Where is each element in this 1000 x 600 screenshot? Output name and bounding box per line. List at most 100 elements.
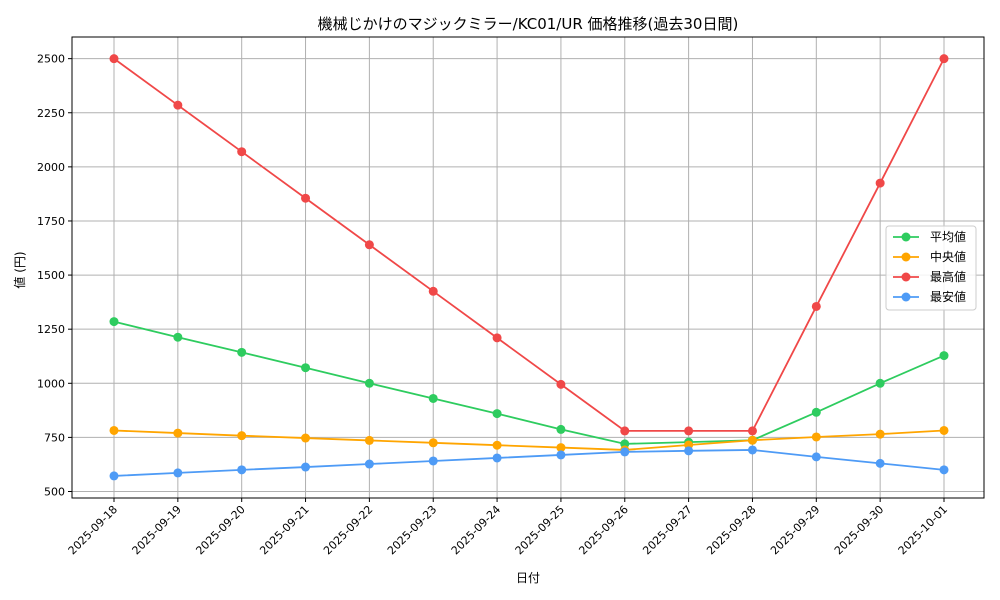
legend-label: 中央値 [930, 249, 966, 264]
data-point [428, 456, 438, 466]
x-tick-label: 2025-09-26 [576, 503, 630, 557]
y-tick-label: 1750 [37, 215, 65, 228]
series-line [113, 320, 945, 445]
data-point [364, 435, 374, 445]
series-line [113, 449, 945, 477]
x-tick-label: 2025-09-30 [832, 503, 886, 557]
legend-item: 最高値 [893, 269, 966, 284]
x-tick-label: 2025-09-21 [257, 503, 311, 557]
data-point [875, 429, 885, 439]
data-point [811, 407, 821, 417]
data-point [364, 378, 374, 388]
data-point [620, 426, 630, 436]
data-point [428, 286, 438, 296]
y-tick-label: 500 [44, 486, 65, 499]
series-lines [109, 54, 949, 481]
data-point [556, 443, 566, 453]
legend-item: 中央値 [893, 249, 966, 264]
x-tick-label: 2025-09-27 [640, 503, 694, 557]
x-tick-label: 2025-09-24 [449, 503, 503, 557]
data-point [684, 446, 694, 456]
data-point [301, 462, 311, 472]
chart-title: 機械じかけのマジックミラー/KC01/UR 価格推移(過去30日間) [318, 15, 739, 33]
plot-area-frame [71, 36, 985, 499]
legend-box [885, 225, 977, 311]
data-point [875, 378, 885, 388]
x-tick-label: 2025-09-28 [704, 503, 758, 557]
data-point [492, 333, 502, 343]
data-point [620, 447, 630, 457]
x-tick-label: 2025-09-18 [66, 503, 120, 557]
x-tick-label: 2025-09-25 [513, 503, 567, 557]
legend-swatch-marker [901, 232, 911, 242]
data-point [109, 317, 119, 327]
legend-label: 最安値 [930, 289, 966, 304]
data-point [556, 450, 566, 460]
data-point [428, 438, 438, 448]
data-point [173, 100, 183, 110]
data-point [237, 465, 247, 475]
data-point [492, 440, 502, 450]
data-point [939, 465, 949, 475]
data-point [556, 424, 566, 434]
data-point [747, 426, 757, 436]
grid-lines [72, 37, 984, 498]
data-point [173, 468, 183, 478]
x-tick-label: 2025-10-01 [896, 503, 950, 557]
y-tick-label: 2500 [37, 53, 65, 66]
data-point [173, 428, 183, 438]
data-point [109, 471, 119, 481]
data-point [875, 178, 885, 188]
data-point [301, 433, 311, 443]
data-point [364, 459, 374, 469]
data-point [939, 425, 949, 435]
data-point [684, 426, 694, 436]
data-point [237, 347, 247, 357]
data-point [364, 240, 374, 250]
data-point [939, 54, 949, 64]
legend-swatch-marker [901, 292, 911, 302]
series-1 [109, 317, 949, 449]
y-tick-label: 1000 [37, 377, 65, 390]
legend-swatch-marker [901, 252, 911, 262]
data-point [109, 54, 119, 64]
legend-label: 平均値 [930, 229, 966, 244]
data-point [492, 453, 502, 463]
y-axis-label: 値 (円) [12, 251, 27, 288]
legend-label: 最高値 [930, 269, 966, 284]
y-tick-label: 1500 [37, 269, 65, 282]
data-point [811, 301, 821, 311]
x-tick-label: 2025-09-23 [385, 503, 439, 557]
data-point [875, 458, 885, 468]
series-line [113, 57, 945, 432]
data-point [301, 363, 311, 373]
x-tick-label: 2025-09-19 [130, 503, 184, 557]
x-tick-label: 2025-09-29 [768, 503, 822, 557]
data-point [939, 351, 949, 361]
y-tick-label: 750 [44, 431, 65, 444]
x-tick-label: 2025-09-22 [321, 503, 375, 557]
legend-item: 最安値 [893, 289, 966, 304]
data-point [747, 435, 757, 445]
legend-item: 平均値 [893, 229, 966, 244]
data-point [747, 445, 757, 455]
series-4 [109, 445, 949, 481]
data-point [556, 379, 566, 389]
series-3 [109, 54, 949, 436]
data-point [237, 431, 247, 441]
series-2 [109, 425, 949, 455]
data-point [173, 332, 183, 342]
data-point [301, 193, 311, 203]
series-line [113, 429, 945, 451]
data-point [492, 409, 502, 419]
y-axis-ticks: 500 750 1000 1250 1500 1750 2000 2250 2500 [37, 53, 72, 499]
data-point [428, 393, 438, 403]
y-tick-label: 1250 [37, 323, 65, 336]
data-point [811, 452, 821, 462]
y-tick-label: 2250 [37, 107, 65, 120]
x-axis-label: 日付 [516, 571, 540, 585]
x-axis-ticks: 2025-09-18 2025-09-19 2025-09-20 2025-09-21… [66, 498, 950, 557]
y-tick-label: 2000 [37, 161, 65, 174]
